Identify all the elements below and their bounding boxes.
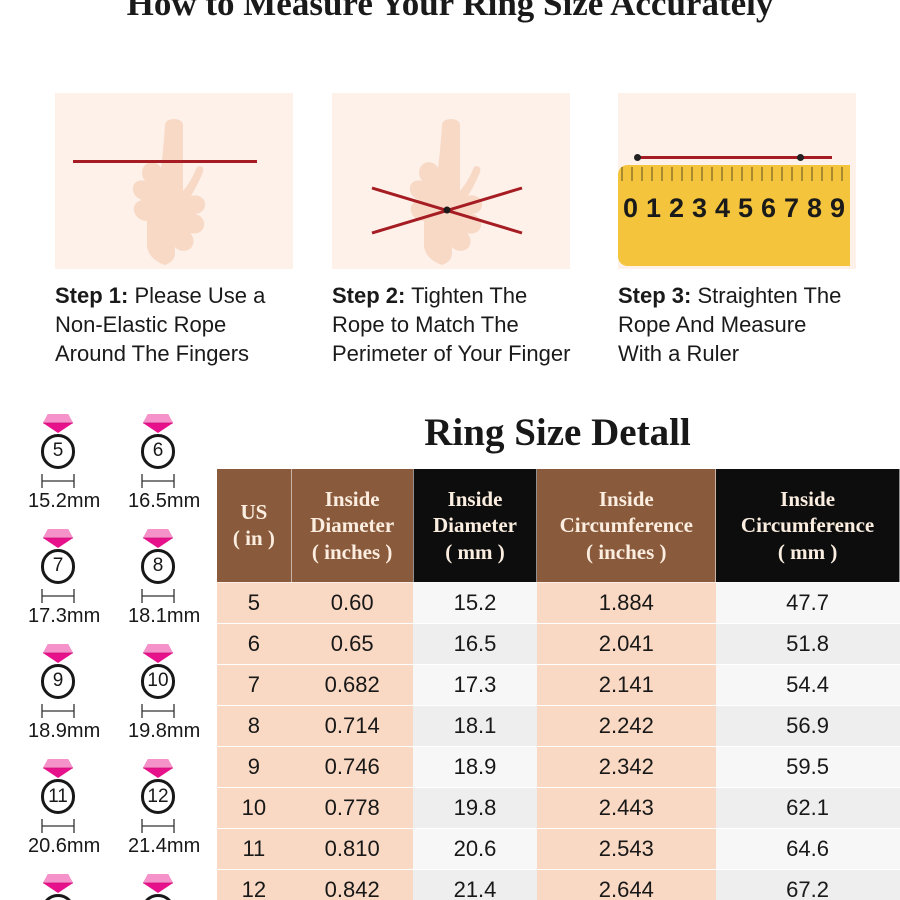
svg-text:0: 0 (623, 193, 638, 223)
svg-text:9: 9 (830, 193, 845, 223)
svg-text:4: 4 (715, 193, 730, 223)
svg-text:6: 6 (761, 193, 776, 223)
svg-text:3: 3 (692, 193, 707, 223)
svg-text:2: 2 (669, 193, 684, 223)
svg-text:7: 7 (784, 193, 799, 223)
svg-text:8: 8 (807, 193, 822, 223)
svg-text:1: 1 (646, 193, 661, 223)
svg-text:5: 5 (738, 193, 753, 223)
